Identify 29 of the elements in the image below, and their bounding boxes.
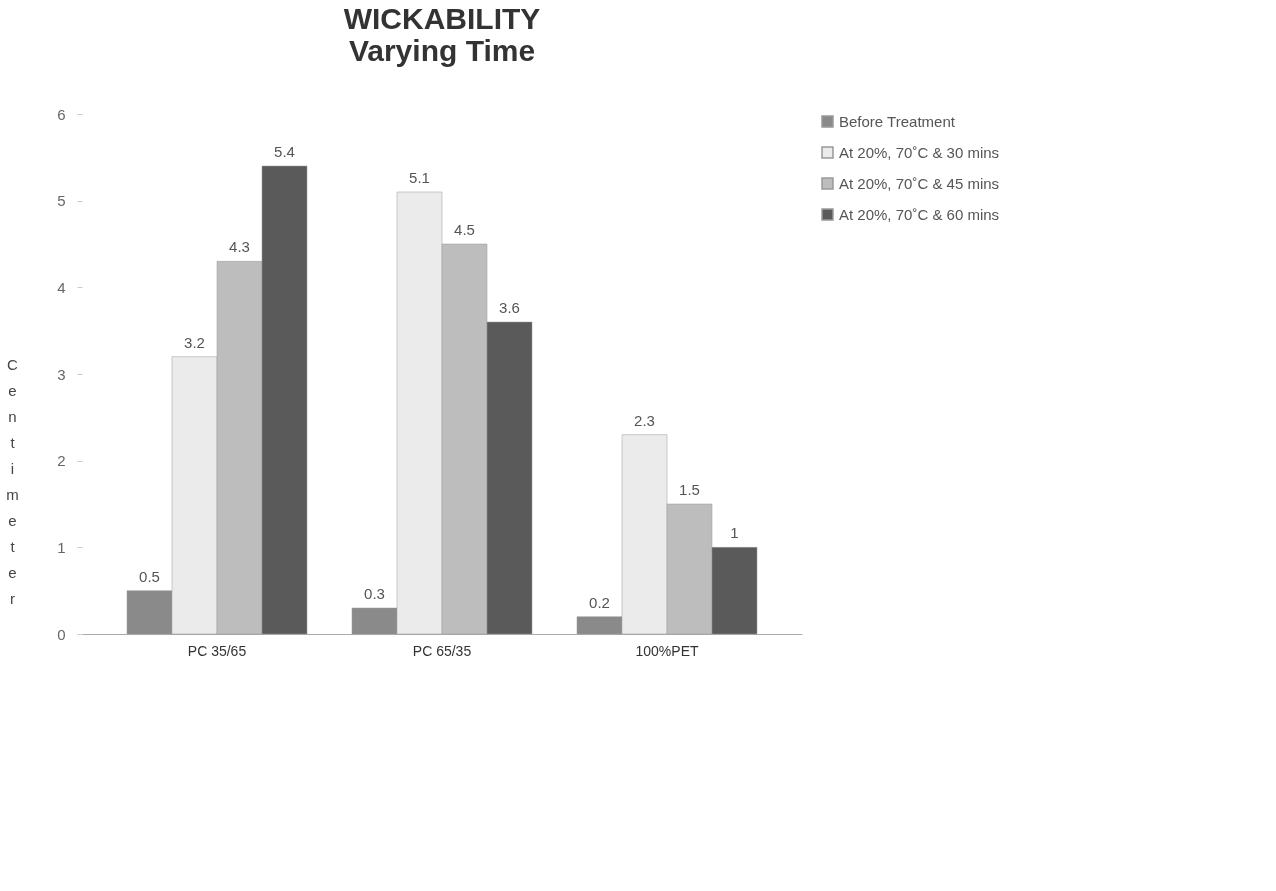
- y-tick-label: 5: [57, 192, 66, 210]
- data-label: 4.5: [454, 221, 475, 238]
- data-label: 5.4: [274, 143, 295, 160]
- y-tick-label: 2: [57, 452, 66, 470]
- x-tick-label: 100%PET: [635, 642, 699, 659]
- data-label: 3.2: [184, 333, 205, 351]
- y-tick-label: 0: [57, 625, 66, 643]
- x-tick-label: PC 65/35: [412, 642, 472, 659]
- x-tick-label: PC 35/65: [187, 642, 247, 659]
- data-label: 4.3: [229, 238, 250, 256]
- text: Varying Time: [348, 34, 536, 67]
- data-label: 0.2: [589, 593, 610, 611]
- legend-label: At 20%, 70˚C & 60 mins: [839, 205, 1000, 223]
- data-label: 1: [730, 524, 739, 542]
- data-label: 0.3: [364, 585, 385, 602]
- legend-label: At 20%, 70˚C & 45 mins: [839, 174, 1000, 192]
- legend-label: At 20%, 70˚C & 30 mins: [839, 143, 1000, 161]
- data-label: 5.1: [409, 169, 430, 186]
- y-tick-label: 3: [57, 365, 66, 383]
- y-tick-label: 1: [57, 538, 66, 556]
- y-tick-label: 4: [57, 278, 66, 296]
- text: Centimeter: [6, 355, 19, 607]
- legend-label: Before Treatment: [839, 112, 956, 130]
- text: WICKABILITY: [343, 2, 541, 35]
- data-label: 1.5: [679, 481, 700, 498]
- data-label: 3.6: [499, 299, 520, 316]
- data-label: 2.3: [634, 411, 655, 429]
- data-label: 0.5: [139, 567, 160, 585]
- y-tick-label: 6: [57, 105, 66, 123]
